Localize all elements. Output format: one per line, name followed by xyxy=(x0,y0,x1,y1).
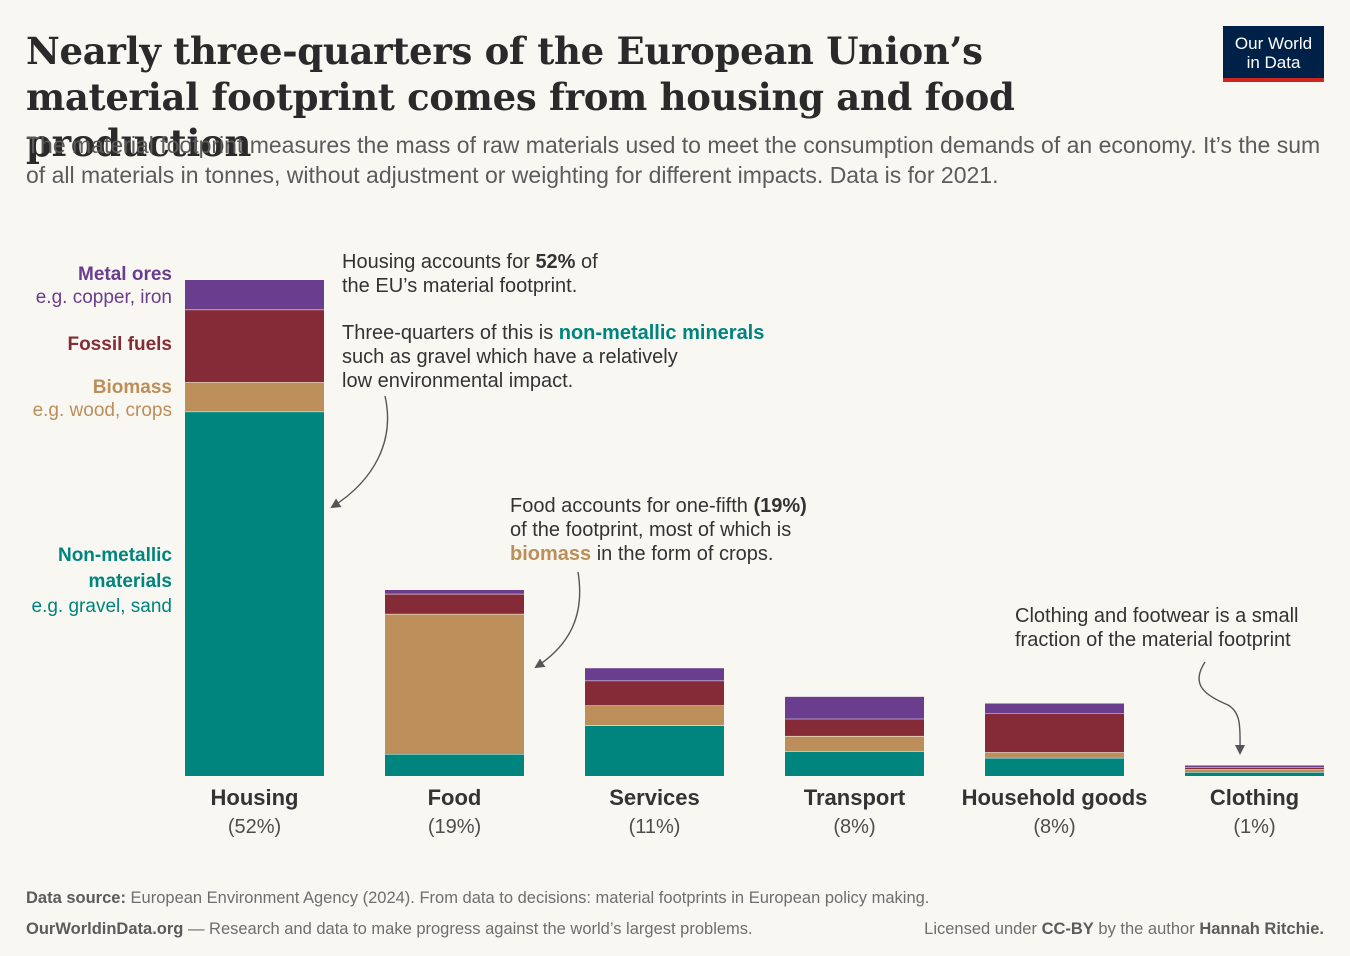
bar-clothing-biomass[interactable] xyxy=(1185,769,1324,773)
bar-housing-non-metallic[interactable] xyxy=(185,411,324,776)
footer-source: Data source: European Environment Agency… xyxy=(26,889,929,908)
legend-non-metallic-name: Non-metallic xyxy=(58,545,172,566)
annotation-housing-line-3: Three-quarters of this is non-metallic m… xyxy=(342,322,764,344)
category-labels-group: Housing (52%) Food (19%) Services (11%) Transp… xyxy=(211,785,1300,838)
bar-clothing-fossil-fuels[interactable] xyxy=(1185,767,1324,770)
owid-logo[interactable]: Our World in Data xyxy=(1223,26,1324,82)
bar-services-non-metallic[interactable] xyxy=(585,725,724,776)
bar-transport-fossil-fuels[interactable] xyxy=(785,718,924,736)
bar-household-goods-fossil-fuels[interactable] xyxy=(985,713,1124,753)
category-label-transport: Transport xyxy=(804,785,906,810)
logo-line-2: in Data xyxy=(1246,53,1301,72)
category-label-clothing: Clothing xyxy=(1210,785,1299,810)
bar-housing-fossil-fuels[interactable] xyxy=(185,309,324,383)
legend-biomass-desc: e.g. wood, crops xyxy=(33,400,172,421)
category-share-transport: (8%) xyxy=(833,816,875,838)
legend-non-metallic-name-2: materials xyxy=(89,571,172,592)
annotation-clothing-line-2: fraction of the material footprint xyxy=(1015,629,1291,651)
annotation-housing-line-4: such as gravel which have a relatively xyxy=(342,346,678,368)
legend: Metal ores e.g. copper, iron Fossil fuel… xyxy=(32,264,173,617)
annotation-clothing: Clothing and footwear is a small fractio… xyxy=(1015,605,1298,651)
bar-clothing-metal-ores[interactable] xyxy=(1185,765,1324,768)
stacked-bar-chart: Housing (52%) Food (19%) Services (11%) Transp… xyxy=(32,251,1324,838)
annotation-food-line-1: Food accounts for one-fifth (19%) xyxy=(510,495,807,517)
bar-housing-metal-ores[interactable] xyxy=(185,280,324,310)
bar-services-biomass[interactable] xyxy=(585,705,724,726)
logo-line-1: Our World xyxy=(1234,34,1313,53)
bar-transport-biomass[interactable] xyxy=(785,735,924,752)
footer-site-link[interactable]: OurWorldinData.org xyxy=(26,920,184,938)
annotation-housing-line-2: the EU’s material footprint. xyxy=(342,275,577,297)
annotation-clothing-line-1: Clothing and footwear is a small xyxy=(1015,605,1298,627)
category-label-household-goods: Household goods xyxy=(962,785,1148,810)
footer-license: Licensed under CC-BY by the author Hanna… xyxy=(924,920,1324,939)
category-share-food: (19%) xyxy=(428,816,481,838)
category-label-services: Services xyxy=(609,785,700,810)
footer-license-by: by the author xyxy=(1093,920,1200,938)
bar-household-goods-metal-ores[interactable] xyxy=(985,703,1124,714)
bar-food-fossil-fuels[interactable] xyxy=(385,593,524,614)
annotation-housing: Housing accounts for 52% of the EU’s mat… xyxy=(342,251,764,392)
annotation-housing-line-1: Housing accounts for 52% of xyxy=(342,251,598,273)
bars-group xyxy=(185,280,1324,776)
category-share-services: (11%) xyxy=(629,816,681,838)
bar-clothing-non-metallic[interactable] xyxy=(1185,772,1324,776)
legend-metal-ores-desc: e.g. copper, iron xyxy=(36,287,172,308)
annotation-food-line-2: of the footprint, most of which is xyxy=(510,519,791,541)
footer-license-link[interactable]: CC-BY xyxy=(1041,920,1094,938)
legend-non-metallic-desc: e.g. gravel, sand xyxy=(32,596,172,617)
footer-license-text: Licensed under xyxy=(924,920,1042,938)
footer-site: OurWorldinData.org — Research and data t… xyxy=(26,920,753,939)
category-share-clothing: (1%) xyxy=(1233,816,1275,838)
bar-household-goods-biomass[interactable] xyxy=(985,752,1124,758)
annotation-housing-line-5: low environmental impact. xyxy=(342,370,573,392)
bar-food-metal-ores[interactable] xyxy=(385,590,524,594)
bar-food-biomass[interactable] xyxy=(385,613,524,755)
chart-subtitle: The material footprint measures the mass… xyxy=(26,132,1321,188)
footer-source-label: Data source: xyxy=(26,889,126,907)
legend-biomass-name: Biomass xyxy=(93,377,172,398)
bar-services-metal-ores[interactable] xyxy=(585,668,724,681)
category-share-household-goods: (8%) xyxy=(1033,816,1075,838)
bar-household-goods-non-metallic[interactable] xyxy=(985,757,1124,776)
annotation-food-line-3: biomass in the form of crops. xyxy=(510,543,773,565)
chart-title: Nearly three-quarters of the European Un… xyxy=(26,29,1015,165)
annotation-clothing-arrow xyxy=(1198,661,1246,755)
annotation-food-arrow xyxy=(534,571,581,669)
footer-source-text[interactable]: European Environment Agency (2024). From… xyxy=(125,889,930,907)
bar-housing-biomass[interactable] xyxy=(185,382,324,412)
category-label-food: Food xyxy=(428,785,482,810)
bar-food-non-metallic[interactable] xyxy=(385,754,524,776)
annotation-food: Food accounts for one-fifth (19%) of the… xyxy=(510,495,807,565)
footer-author: Hannah Ritchie. xyxy=(1199,920,1324,938)
category-label-housing: Housing xyxy=(211,785,299,810)
bar-transport-metal-ores[interactable] xyxy=(785,696,924,719)
category-share-housing: (52%) xyxy=(228,816,281,838)
annotation-housing-arrow xyxy=(330,395,389,509)
legend-metal-ores-name: Metal ores xyxy=(78,264,172,285)
footer-tagline: — Research and data to make progress aga… xyxy=(183,920,753,938)
legend-fossil-fuels-name: Fossil fuels xyxy=(67,334,172,355)
bar-services-fossil-fuels[interactable] xyxy=(585,680,724,706)
bar-transport-non-metallic[interactable] xyxy=(785,751,924,776)
